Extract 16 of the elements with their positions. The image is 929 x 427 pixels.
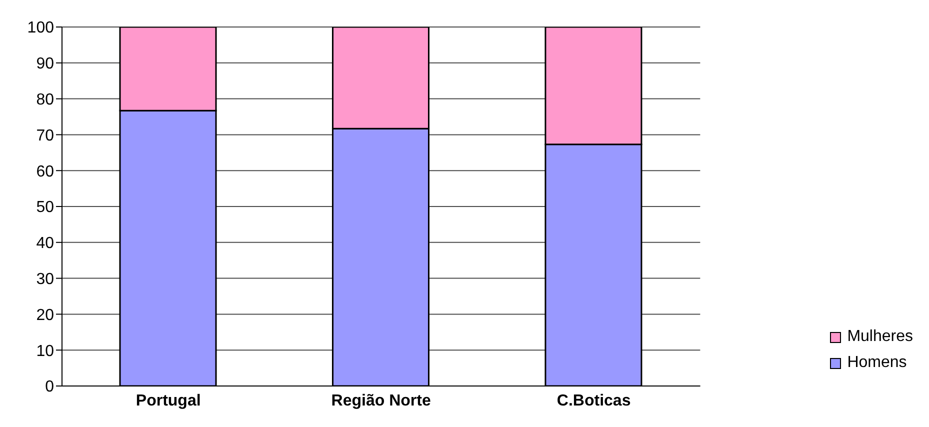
y-tick-label: 50 [36,199,54,216]
y-tick-label: 80 [36,91,54,108]
y-tick-label: 90 [36,56,54,73]
x-tick-label: C.Boticas [556,392,631,410]
x-tick-label: Região Norte [331,392,431,410]
legend-label: Homens [847,354,907,372]
y-tick-label: 60 [36,163,54,180]
y-tick-label: 0 [45,378,54,396]
y-tick-label: 100 [27,20,54,37]
y-tick-label: 70 [36,127,54,144]
y-tick-label: 10 [36,342,54,360]
legend-label: Mulheres [847,328,913,346]
y-tick-label: 30 [36,270,54,288]
y-tick-label: 20 [36,306,54,324]
y-tick-label: 40 [36,235,54,252]
x-tick-label: Portugal [136,392,201,410]
